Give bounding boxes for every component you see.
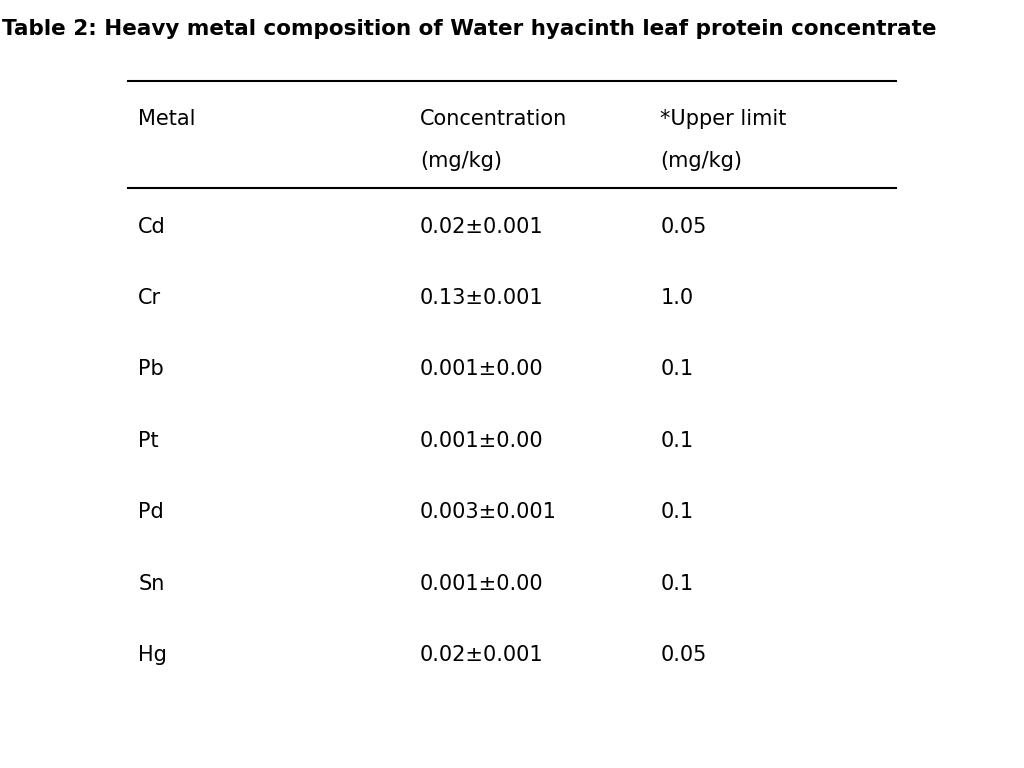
- Text: *Upper limit: *Upper limit: [660, 109, 786, 129]
- Text: 0.05: 0.05: [660, 645, 707, 665]
- Text: 0.02±0.001: 0.02±0.001: [420, 217, 544, 237]
- Text: 0.1: 0.1: [660, 574, 693, 594]
- Text: Sn: Sn: [138, 574, 165, 594]
- Text: 0.001±0.00: 0.001±0.00: [420, 574, 544, 594]
- Text: Cd: Cd: [138, 217, 166, 237]
- Text: (mg/kg): (mg/kg): [420, 151, 502, 171]
- Text: Cr: Cr: [138, 288, 162, 308]
- Text: 0.1: 0.1: [660, 502, 693, 522]
- Text: Pd: Pd: [138, 502, 164, 522]
- Text: 0.05: 0.05: [660, 217, 707, 237]
- Text: Metal: Metal: [138, 109, 196, 129]
- Text: 0.13±0.001: 0.13±0.001: [420, 288, 544, 308]
- Text: Hg: Hg: [138, 645, 167, 665]
- Text: 0.001±0.00: 0.001±0.00: [420, 359, 544, 379]
- Text: 0.02±0.001: 0.02±0.001: [420, 645, 544, 665]
- Text: Concentration: Concentration: [420, 109, 567, 129]
- Text: 1.0: 1.0: [660, 288, 693, 308]
- Text: Table 2: Heavy metal composition of Water hyacinth leaf protein concentrate: Table 2: Heavy metal composition of Wate…: [2, 19, 937, 39]
- Text: 0.1: 0.1: [660, 431, 693, 451]
- Text: 0.1: 0.1: [660, 359, 693, 379]
- Text: 0.001±0.00: 0.001±0.00: [420, 431, 544, 451]
- Text: (mg/kg): (mg/kg): [660, 151, 742, 171]
- Text: Pb: Pb: [138, 359, 164, 379]
- Text: 0.003±0.001: 0.003±0.001: [420, 502, 557, 522]
- Text: Pt: Pt: [138, 431, 159, 451]
